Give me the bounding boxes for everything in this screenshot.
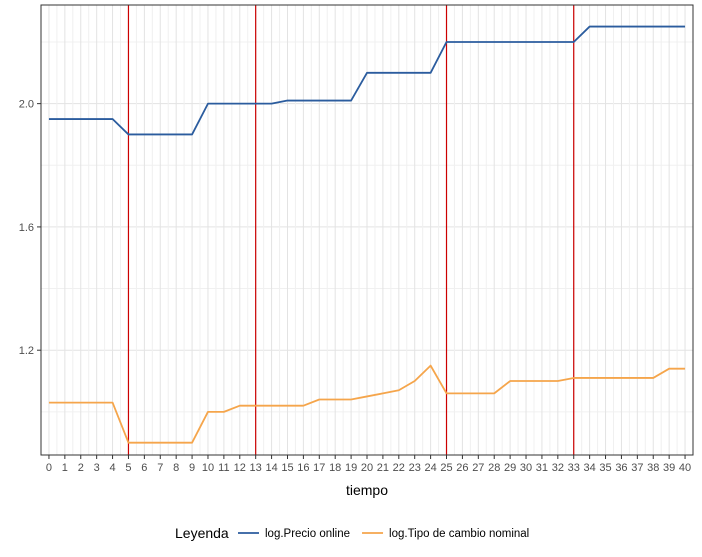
x-tick-label: 34	[584, 462, 596, 474]
legend-label-2: log.Tipo de cambio nominal	[389, 528, 529, 540]
legend-label-1: log.Precio online	[265, 528, 350, 540]
x-tick-label: 8	[173, 462, 179, 474]
x-tick-label: 23	[409, 462, 421, 474]
x-axis-ticks: 0 1 2 3 4 5 6 7 8 9 10 11 12 13 14 15 16 17 18 19 20 21 22 23 24…	[46, 455, 691, 474]
x-tick-label: 18	[329, 462, 341, 474]
series-lines	[48, 25, 686, 444]
x-tick-label: 40	[679, 462, 691, 474]
x-tick-label: 19	[345, 462, 357, 474]
x-tick-label: 7	[157, 462, 163, 474]
x-tick-label: 22	[393, 462, 405, 474]
x-tick-label: 13	[250, 462, 262, 474]
x-tick-label: 36	[615, 462, 627, 474]
x-tick-label: 17	[313, 462, 325, 474]
x-tick-label: 38	[647, 462, 659, 474]
series-line-2	[48, 364, 686, 444]
y-axis-ticks: 1.2 1.6 2.0	[19, 99, 41, 357]
x-tick-label: 30	[520, 462, 532, 474]
x-tick-label: 39	[663, 462, 675, 474]
y-tick-label: 1.2	[19, 345, 34, 357]
x-tick-label: 33	[568, 462, 580, 474]
x-axis-title: tiempo	[346, 482, 388, 498]
x-tick-label: 4	[109, 462, 115, 474]
x-tick-label: 25	[440, 462, 452, 474]
x-tick-label: 32	[552, 462, 564, 474]
x-tick-label: 5	[125, 462, 131, 474]
series-line-1	[48, 25, 686, 136]
x-tick-label: 15	[281, 462, 293, 474]
y-tick-label: 1.6	[19, 222, 34, 234]
x-tick-label: 0	[46, 462, 52, 474]
legend: Leyenda log.Precio online log.Tipo de cam…	[175, 525, 529, 541]
x-tick-label: 1	[62, 462, 68, 474]
x-tick-label: 37	[631, 462, 643, 474]
y-tick-label: 2.0	[19, 99, 34, 111]
legend-title: Leyenda	[175, 525, 229, 541]
x-tick-label: 12	[234, 462, 246, 474]
x-tick-label: 28	[488, 462, 500, 474]
x-tick-label: 29	[504, 462, 516, 474]
x-tick-label: 26	[456, 462, 468, 474]
x-tick-label: 31	[536, 462, 548, 474]
x-tick-label: 2	[78, 462, 84, 474]
x-tick-label: 20	[361, 462, 373, 474]
x-tick-label: 11	[218, 462, 229, 474]
x-tick-label: 9	[189, 462, 195, 474]
x-tick-label: 27	[472, 462, 484, 474]
x-tick-label: 21	[377, 462, 389, 474]
x-tick-label: 6	[141, 462, 147, 474]
x-tick-label: 24	[424, 462, 436, 474]
reference-lines	[127, 5, 575, 455]
x-tick-label: 10	[202, 462, 214, 474]
x-tick-label: 3	[94, 462, 100, 474]
x-tick-label: 35	[599, 462, 611, 474]
x-tick-label: 14	[265, 462, 277, 474]
x-tick-label: 16	[297, 462, 309, 474]
